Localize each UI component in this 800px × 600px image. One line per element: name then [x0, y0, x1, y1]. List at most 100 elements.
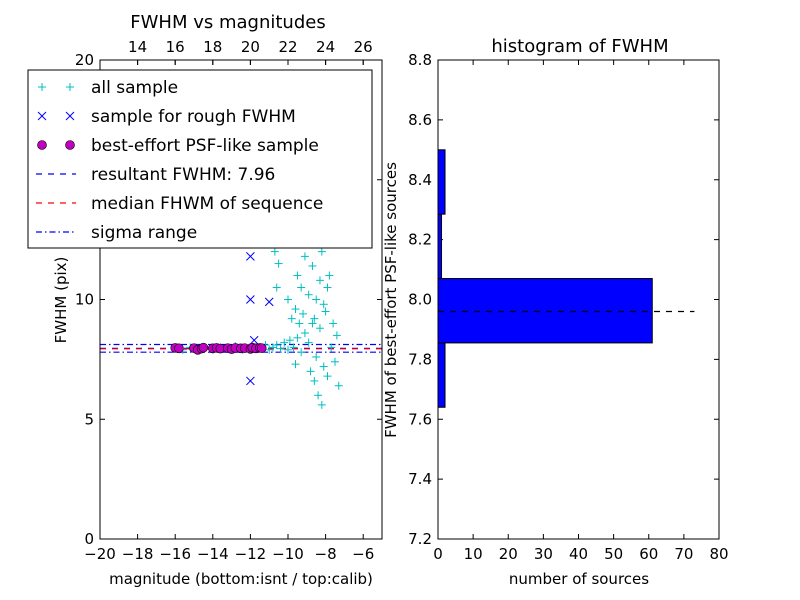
left-x-tick-label: −18: [122, 545, 154, 563]
all-sample-point: [276, 344, 285, 353]
top-x-tick-label: 20: [241, 38, 260, 56]
legend-marker: [38, 83, 46, 91]
left-chart-plot-area: [100, 79, 382, 409]
legend-entry: all sample: [38, 78, 178, 98]
psf-like-sample-point: [198, 342, 209, 353]
left-chart-legend: all sample sample for rough FWHM best-effo…: [27, 69, 373, 249]
all-sample-point: [291, 360, 300, 369]
all-sample-point: [274, 259, 283, 268]
right-x-tick-label: 70: [674, 545, 693, 563]
right-chart-ylabel: FWHM of best-effort PSF-like sources: [382, 162, 400, 438]
legend-label: sample for rough FWHM: [91, 107, 296, 127]
left-y-tick-label: 0: [84, 530, 94, 548]
legend-label: best-effort PSF-like sample: [91, 136, 319, 156]
histogram-bar: [437, 278, 653, 344]
legend-marker: [37, 140, 47, 150]
all-sample-point: [310, 376, 319, 385]
all-sample-point: [323, 283, 332, 292]
left-chart-frame: [99, 59, 383, 540]
all-sample-point: [327, 343, 336, 352]
all-sample-point: [304, 338, 313, 347]
right-y-tick-label: 7.2: [408, 530, 432, 548]
all-sample-point: [284, 345, 292, 354]
legend-box: [27, 69, 373, 249]
all-sample-point: [300, 252, 309, 261]
left-chart-xlabel: magnitude (bottom:isnt / top:calib): [109, 570, 373, 588]
histogram-bar: [437, 213, 443, 280]
right-x-tick-label: 0: [433, 545, 443, 563]
psf-like-sample-point: [256, 343, 267, 353]
all-sample-point: [300, 329, 309, 338]
all-sample-point: [299, 309, 308, 318]
histogram-bar: [437, 149, 446, 215]
all-sample-point: [291, 305, 300, 314]
right-chart-plot-area: [437, 149, 695, 408]
all-sample-point: [315, 276, 324, 285]
left-y-tick-label: 10: [75, 291, 94, 309]
right-x-tick-label: 60: [639, 545, 658, 563]
all-sample-point: [287, 314, 296, 323]
left-x-tick-label: −10: [272, 545, 304, 563]
top-x-tick-label: 26: [354, 38, 373, 56]
all-sample-point: [270, 247, 279, 256]
right-y-tick-label: 8.2: [408, 231, 432, 249]
all-sample-point: [319, 300, 328, 309]
left-chart-ylabel: FWHM (pix): [52, 257, 70, 344]
histogram-bar: [437, 342, 446, 408]
right-y-tick-label: 7.8: [408, 350, 432, 368]
all-sample-point: [317, 247, 326, 256]
legend-label: sigma range: [91, 223, 197, 243]
legend-label: resultant FWHM: 7.96: [91, 165, 275, 185]
rough-fwhm-sample-point: [264, 297, 274, 307]
all-sample-point: [272, 283, 281, 292]
legend-entry: best-effort PSF-like sample: [37, 136, 319, 156]
legend-label: all sample: [91, 78, 178, 98]
legend-entry: sigma range: [36, 223, 197, 243]
right-x-tick-label: 10: [464, 545, 483, 563]
all-sample-point: [317, 400, 326, 409]
top-x-tick-label: 22: [278, 38, 297, 56]
all-sample-point: [304, 290, 313, 299]
all-sample-point: [323, 372, 332, 381]
legend-marker: [65, 140, 75, 150]
all-sample-point: [321, 307, 330, 316]
legend-entry: resultant FWHM: 7.96: [36, 165, 275, 185]
all-sample-point: [312, 352, 321, 361]
all-sample-point: [306, 367, 315, 376]
left-x-tick-label: −16: [159, 545, 191, 563]
left-x-tick-label: −20: [84, 545, 116, 563]
left-scatter-axes: FWHM vs magnitudes magnitude (bottom:isn…: [52, 12, 383, 588]
rough-fwhm-sample-point: [246, 252, 255, 261]
right-y-tick-label: 8.4: [408, 171, 432, 189]
legend-entries: all sample sample for rough FWHM best-effo…: [36, 78, 323, 243]
right-y-tick-label: 7.6: [408, 410, 432, 428]
right-x-tick-label: 80: [709, 545, 728, 563]
all-sample-point: [280, 338, 289, 347]
left-x-tick-label: −14: [197, 545, 229, 563]
all-sample-point: [325, 271, 334, 280]
right-y-tick-label: 7.4: [408, 470, 432, 488]
left-x-tick-label: −12: [235, 545, 267, 563]
legend-label: median FHWM of sequence: [91, 194, 323, 214]
all-sample-point: [331, 357, 339, 366]
rough-fwhm-sample-point: [249, 335, 259, 345]
all-sample-point: [293, 333, 302, 342]
left-y-tick-label: 5: [84, 410, 94, 428]
all-sample-point: [314, 391, 323, 400]
left-x-tick-label: −8: [315, 545, 337, 563]
legend-marker: [66, 83, 74, 91]
top-x-tick-label: 14: [128, 38, 147, 56]
rough-fwhm-sample-point: [246, 376, 255, 386]
top-x-tick-label: 16: [166, 38, 185, 56]
right-chart-title: histogram of FWHM: [491, 36, 668, 57]
all-sample-point: [272, 341, 281, 350]
right-chart-xlabel: number of sources: [509, 570, 649, 588]
left-y-tick-label: 20: [75, 51, 94, 69]
all-sample-point: [297, 283, 306, 292]
all-sample-point: [329, 319, 338, 328]
all-sample-point: [289, 343, 298, 352]
right-y-tick-label: 8.8: [408, 51, 432, 69]
all-sample-point: [308, 261, 317, 270]
legend-marker: [65, 111, 75, 121]
